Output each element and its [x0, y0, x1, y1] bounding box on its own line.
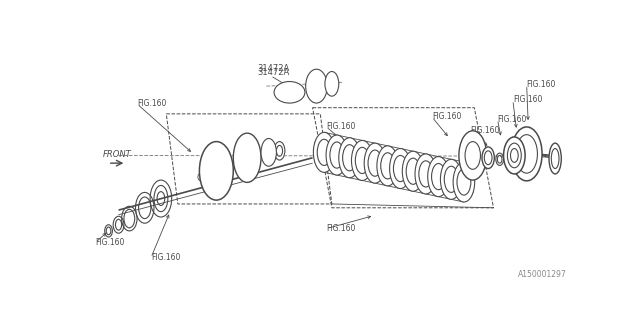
Ellipse shape	[351, 140, 373, 180]
Text: FIG.160: FIG.160	[137, 99, 166, 108]
Ellipse shape	[403, 151, 424, 191]
Ellipse shape	[440, 159, 462, 199]
Text: A150001297: A150001297	[518, 270, 566, 279]
Ellipse shape	[390, 148, 411, 188]
Ellipse shape	[306, 69, 327, 103]
Ellipse shape	[364, 143, 386, 183]
Ellipse shape	[339, 138, 360, 178]
Text: 31472A: 31472A	[257, 68, 289, 77]
Ellipse shape	[274, 82, 305, 103]
Ellipse shape	[459, 131, 486, 180]
Text: FIG.160: FIG.160	[95, 238, 125, 247]
Text: FIG.160: FIG.160	[326, 224, 356, 233]
Ellipse shape	[482, 147, 494, 169]
Ellipse shape	[200, 141, 234, 200]
Ellipse shape	[261, 139, 276, 166]
Ellipse shape	[428, 156, 449, 196]
Text: 31472A: 31472A	[257, 64, 289, 73]
Text: FRONT: FRONT	[102, 150, 131, 159]
Text: FIG.160: FIG.160	[527, 80, 556, 89]
Ellipse shape	[326, 135, 348, 175]
Ellipse shape	[314, 132, 335, 172]
Ellipse shape	[415, 154, 436, 194]
Text: FIG.160: FIG.160	[432, 112, 461, 121]
Text: FIG.160: FIG.160	[497, 115, 527, 124]
Ellipse shape	[377, 146, 399, 186]
Ellipse shape	[325, 71, 339, 96]
Ellipse shape	[549, 143, 561, 174]
Text: FIG.160: FIG.160	[326, 123, 356, 132]
Ellipse shape	[234, 133, 261, 182]
Ellipse shape	[511, 127, 542, 181]
Text: FIG.160: FIG.160	[470, 126, 500, 135]
Ellipse shape	[453, 162, 475, 202]
Ellipse shape	[504, 137, 525, 174]
Text: FIG.160: FIG.160	[513, 95, 542, 105]
Text: FIG.160: FIG.160	[151, 253, 180, 262]
